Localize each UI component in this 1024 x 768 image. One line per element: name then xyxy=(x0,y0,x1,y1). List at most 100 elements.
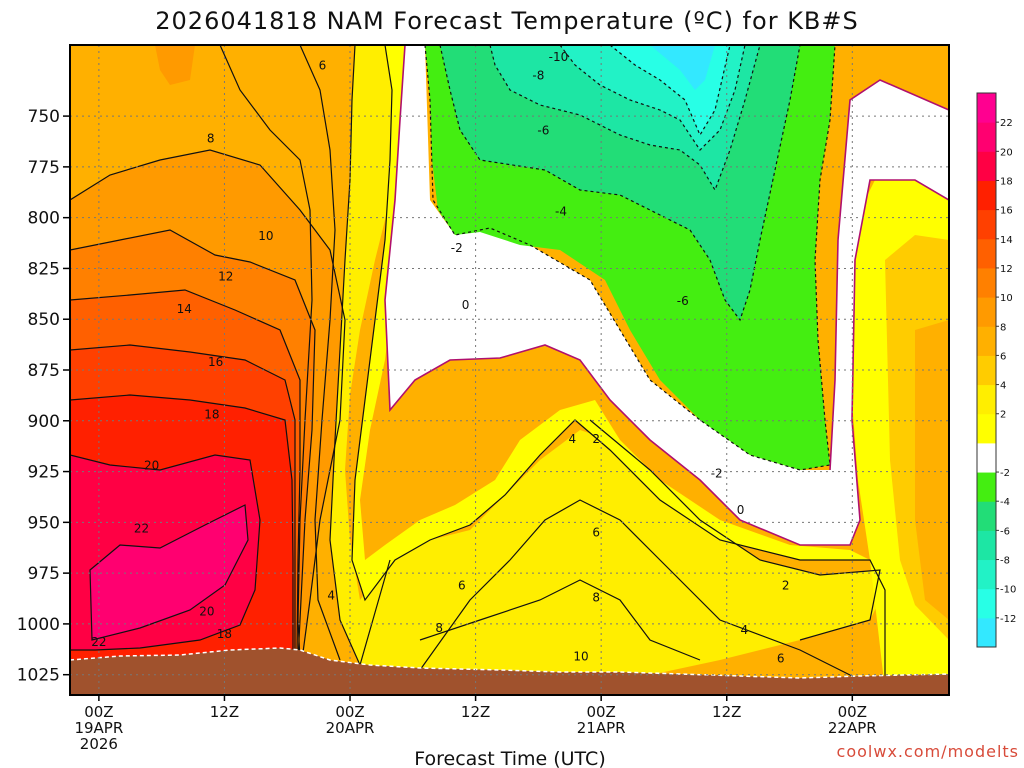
field-band-below-neg12 xyxy=(650,45,715,90)
contour-label: -10 xyxy=(549,50,569,64)
colorbar-label: 10 xyxy=(1000,293,1013,304)
contour-label: 20 xyxy=(199,605,214,619)
contour-label: 12 xyxy=(218,270,233,284)
contour-label: 18 xyxy=(217,627,232,641)
ground-surface xyxy=(70,648,949,695)
x-tick-label: 21APR xyxy=(577,719,626,737)
contour-label: 0 xyxy=(737,503,745,517)
y-tick-label: 800 xyxy=(28,209,60,229)
y-tick-label: 775 xyxy=(28,158,60,178)
contour-label: -6 xyxy=(677,294,689,308)
isotherm-20 xyxy=(70,454,261,651)
colorbar-label: 8 xyxy=(1000,322,1006,333)
colorbar-label: 4 xyxy=(1000,381,1006,392)
contour-label: 22 xyxy=(134,521,149,535)
isotherm-neg6 xyxy=(489,45,761,192)
isotherm-14 xyxy=(70,289,301,661)
colorbar-swatch xyxy=(977,180,996,211)
colorbar-label: 6 xyxy=(1000,351,1006,362)
contour-label: -6 xyxy=(537,123,549,137)
x-tick-label: 12Z xyxy=(210,703,239,721)
isotherm-18 xyxy=(70,394,294,660)
contour-label: 8 xyxy=(207,131,215,145)
y-tick-label: 1000 xyxy=(17,615,60,635)
colorbar-frame xyxy=(976,92,997,648)
x-tick-label: 19APR xyxy=(74,719,123,737)
grid-layer xyxy=(70,45,949,695)
colorbar-label: 12 xyxy=(1000,264,1013,275)
colorbar-swatch xyxy=(977,151,996,181)
contour-label: 4 xyxy=(568,432,576,446)
credit-text: coolwx.com/modelts xyxy=(837,742,1019,761)
field-band-8-10-right xyxy=(915,320,949,620)
colorbar-swatch xyxy=(977,384,996,415)
x-tick-label: 12Z xyxy=(712,703,741,721)
x-tick-label: 2026 xyxy=(80,735,118,753)
isotherm-22 xyxy=(89,504,249,641)
isotherm-neg4 xyxy=(439,45,801,322)
colorbar-swatch xyxy=(977,238,996,269)
field-band-22-plus xyxy=(90,505,248,640)
colorbar-swatch xyxy=(977,297,996,327)
y-axis: 750 775 800 825 850 875 900 925 950 975 1000 1025 xyxy=(17,107,70,686)
colorbar-swatch xyxy=(977,442,996,473)
contour-label: 22 xyxy=(91,635,106,649)
x-tick-label: 00Z xyxy=(838,703,867,721)
isotherm-10 xyxy=(70,149,346,661)
contour-label: -8 xyxy=(532,68,544,82)
contour-label: 20 xyxy=(144,458,159,472)
contour-label: 14 xyxy=(177,302,192,316)
colorbar-swatch xyxy=(977,588,996,619)
contour-label: -4 xyxy=(555,205,567,219)
colorbar-label: 20 xyxy=(1000,147,1013,158)
x-tick-label: 00Z xyxy=(84,703,113,721)
colorbar-swatch xyxy=(977,355,996,386)
y-tick-label: 925 xyxy=(28,463,60,483)
chart-title: 2026041818 NAM Forecast Temperature (ºC)… xyxy=(155,7,858,35)
colorbar-swatch xyxy=(977,326,996,356)
contour-label: 6 xyxy=(319,58,327,72)
y-tick-label: 1025 xyxy=(17,666,60,686)
x-tick-label: 20APR xyxy=(326,719,375,737)
isotherm-neg10 xyxy=(609,45,731,137)
colorbar-label: -4 xyxy=(1000,497,1010,508)
contour-label: -2 xyxy=(451,241,463,255)
isotherm-2 xyxy=(351,45,886,690)
contour-label: 10 xyxy=(258,229,273,243)
colorbar-label: -12 xyxy=(1000,614,1016,625)
isotherm-16 xyxy=(70,344,296,660)
colorbar: -12 -10 -8 -6 -4 -2 2 4 6 8 10 12 14 16 18 20 22 xyxy=(976,92,1016,648)
colorbar-label: -8 xyxy=(1000,556,1010,567)
contour-label: 4 xyxy=(327,588,335,602)
contour-label: 2 xyxy=(782,578,790,592)
isotherm-neg8 xyxy=(559,45,746,151)
colorbar-label: 22 xyxy=(1000,118,1013,129)
y-tick-label: 825 xyxy=(28,259,60,279)
contour-label: 18 xyxy=(204,408,219,422)
colorbar-label: -10 xyxy=(1000,585,1016,596)
colorbar-swatch xyxy=(977,122,996,152)
colorbar-swatch xyxy=(977,209,996,240)
field-band-0-2 xyxy=(385,45,949,545)
contour-label: 16 xyxy=(208,355,223,369)
x-axis-label: Forecast Time (UTC) xyxy=(414,748,605,768)
y-tick-label: 875 xyxy=(28,361,60,381)
isotherm-zero-upper xyxy=(829,79,949,471)
colorbar-swatch xyxy=(977,501,996,531)
contour-label: 4 xyxy=(740,623,748,637)
colorbar-swatch xyxy=(977,617,996,648)
colorbar-label: 18 xyxy=(1000,176,1013,187)
colorbar-swatch xyxy=(977,530,996,561)
contour-label: 8 xyxy=(435,621,443,635)
contour-label: 6 xyxy=(777,651,785,665)
x-tick-label: 00Z xyxy=(586,703,615,721)
contour-label: 6 xyxy=(592,526,600,540)
colorbar-swatch xyxy=(977,93,996,123)
y-tick-label: 975 xyxy=(28,564,60,584)
y-tick-label: 850 xyxy=(28,310,60,330)
contour-label: -2 xyxy=(711,467,723,481)
